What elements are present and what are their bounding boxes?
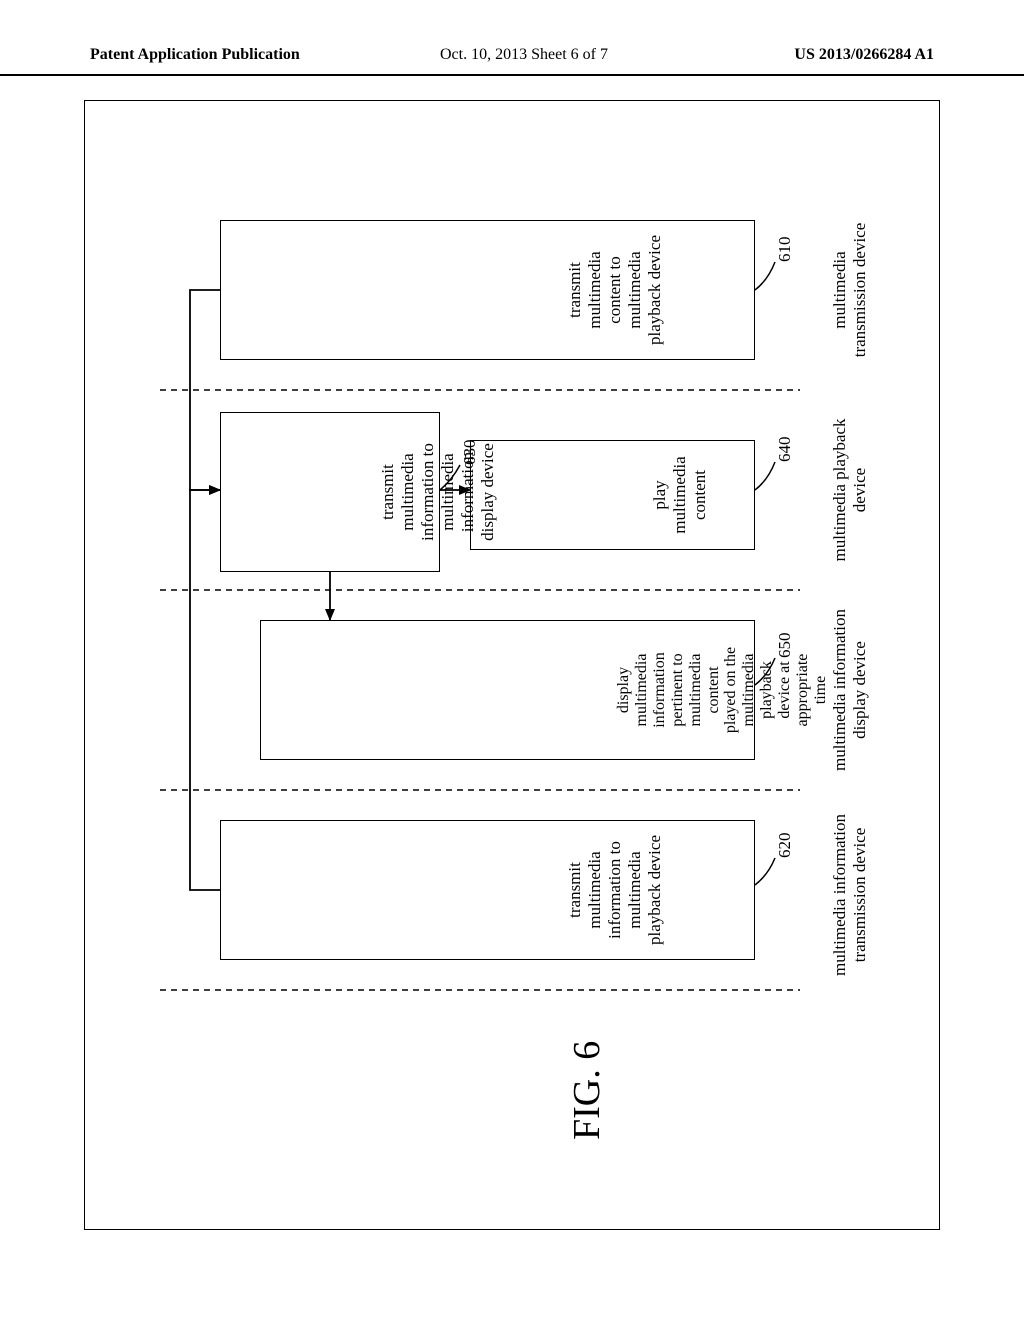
ref-630: 630	[460, 440, 480, 466]
header-left: Patent Application Publication	[90, 46, 300, 64]
header-right: US 2013/0266284 A1	[794, 46, 934, 64]
ref-640: 640	[775, 437, 795, 463]
box-610-text: transmit multimedia content to multimedi…	[565, 222, 665, 358]
ref-620: 620	[775, 833, 795, 859]
box-620-text: transmit multimedia information to multi…	[565, 822, 665, 958]
arrow-620-to-630	[190, 490, 220, 890]
header-mid: Oct. 10, 2013 Sheet 6 of 7	[440, 46, 608, 64]
ref-connector-610	[755, 262, 775, 290]
box-610	[220, 220, 755, 360]
ref-connector-620	[755, 858, 775, 885]
ref-connector-640	[755, 462, 775, 490]
box-650-text: display multimedia information pertinent…	[615, 622, 830, 758]
diagram: multimedia transmission device multimedi…	[160, 190, 860, 1160]
box-640	[470, 440, 755, 550]
box-620	[220, 820, 755, 960]
ref-650: 650	[775, 633, 795, 659]
lane-label-info-display-device: multimedia information display device	[830, 580, 869, 800]
box-640-text: play multimedia content	[650, 445, 710, 545]
box-630-text: transmit multimedia information to multi…	[378, 417, 498, 567]
lane-label-info-transmission-device: multimedia information transmission devi…	[830, 785, 869, 1005]
ref-610: 610	[775, 237, 795, 263]
lane-label-playback-device: multimedia playback device	[830, 395, 869, 585]
lane-label-transmission-device: multimedia transmission device	[830, 195, 869, 385]
page-header: Patent Application Publication Oct. 10, …	[0, 46, 1024, 76]
